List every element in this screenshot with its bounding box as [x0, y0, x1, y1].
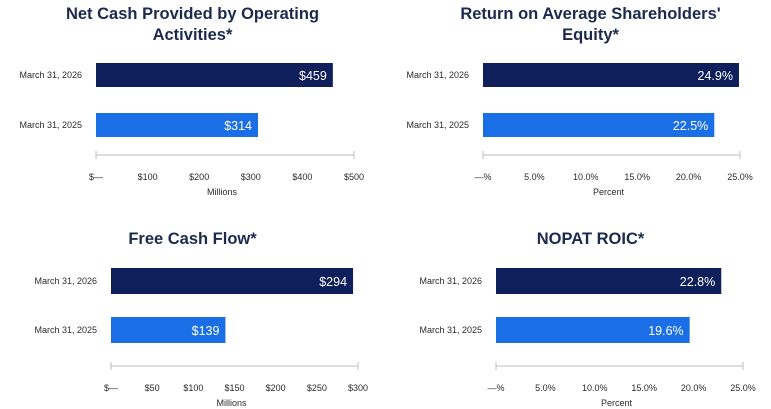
data-label: $314 — [224, 119, 252, 133]
tick-label: $150 — [224, 383, 244, 393]
data-label: 22.8% — [680, 275, 715, 289]
x-axis-label: Percent — [593, 187, 625, 197]
bar — [111, 317, 226, 343]
category-label: March 31, 2026 — [406, 70, 469, 80]
data-label: 24.9% — [698, 69, 733, 83]
category-label: March 31, 2026 — [19, 70, 82, 80]
chart-panel-free-cash-flow: Free Cash Flow* March 31, 2026 $294 March … — [0, 0, 385, 409]
chart-plot: March 31, 2026 $459 March 31, 2025 $314 $— $1… — [19, 63, 364, 197]
bar — [96, 113, 259, 137]
chart-title: Net Cash Provided by Operating Activitie… — [65, 5, 320, 44]
tick-label: $500 — [344, 172, 364, 182]
x-axis-label: Percent — [601, 398, 633, 408]
category-label: March 31, 2025 — [406, 120, 469, 130]
tick-label: 10.0% — [573, 172, 599, 182]
category-label: March 31, 2025 — [19, 120, 82, 130]
data-label: $139 — [192, 324, 220, 338]
chart-panel-operating-cash: Net Cash Provided by Operating Activitie… — [0, 0, 385, 204]
chart-title: Free Cash Flow* — [128, 230, 257, 248]
bar — [496, 268, 722, 294]
bar — [96, 63, 333, 87]
tick-label: $250 — [307, 383, 327, 393]
chart-title: NOPAT ROIC* — [536, 230, 645, 248]
tick-label: 5.0% — [524, 172, 545, 182]
bar — [496, 317, 690, 343]
tick-label: $100 — [138, 172, 158, 182]
chart-title: Return on Average Shareholders' Equity* — [460, 5, 721, 44]
tick-label: $200 — [266, 383, 286, 393]
tick-label: $300 — [348, 383, 368, 393]
tick-label: $100 — [183, 383, 203, 393]
category-label: March 31, 2026 — [419, 276, 482, 286]
category-label: March 31, 2026 — [34, 276, 97, 286]
tick-label: $400 — [292, 172, 312, 182]
data-label: 22.5% — [673, 119, 708, 133]
tick-label: —% — [474, 172, 491, 182]
tick-label: —% — [487, 383, 504, 393]
tick-label: 15.0% — [631, 383, 657, 393]
data-label: $294 — [319, 275, 347, 289]
tick-label: $— — [89, 172, 103, 182]
bar — [111, 268, 354, 294]
tick-label: 20.0% — [676, 172, 702, 182]
chart-panel-roe: Return on Average Shareholders' Equity* … — [0, 0, 771, 204]
chart-plot: March 31, 2026 $294 March 31, 2025 $139 $— $5… — [34, 268, 368, 408]
bar — [483, 63, 739, 87]
tick-label: $300 — [241, 172, 261, 182]
category-label: March 31, 2025 — [34, 325, 97, 335]
x-axis-label: Millions — [207, 187, 238, 197]
category-label: March 31, 2025 — [419, 325, 482, 335]
data-label: $459 — [299, 69, 327, 83]
bar — [483, 113, 715, 137]
tick-label: 25.0% — [727, 172, 753, 182]
tick-label: 20.0% — [681, 383, 707, 393]
tick-label: 25.0% — [730, 383, 756, 393]
chart-plot: March 31, 2026 24.9% March 31, 2025 22.5% —%… — [406, 63, 753, 197]
tick-label: $200 — [189, 172, 209, 182]
tick-label: 10.0% — [582, 383, 608, 393]
tick-label: $— — [104, 383, 118, 393]
tick-label: 5.0% — [535, 383, 556, 393]
data-label: 19.6% — [648, 324, 683, 338]
tick-label: $50 — [145, 383, 160, 393]
x-axis-label: Millions — [216, 398, 247, 408]
tick-label: 15.0% — [624, 172, 650, 182]
